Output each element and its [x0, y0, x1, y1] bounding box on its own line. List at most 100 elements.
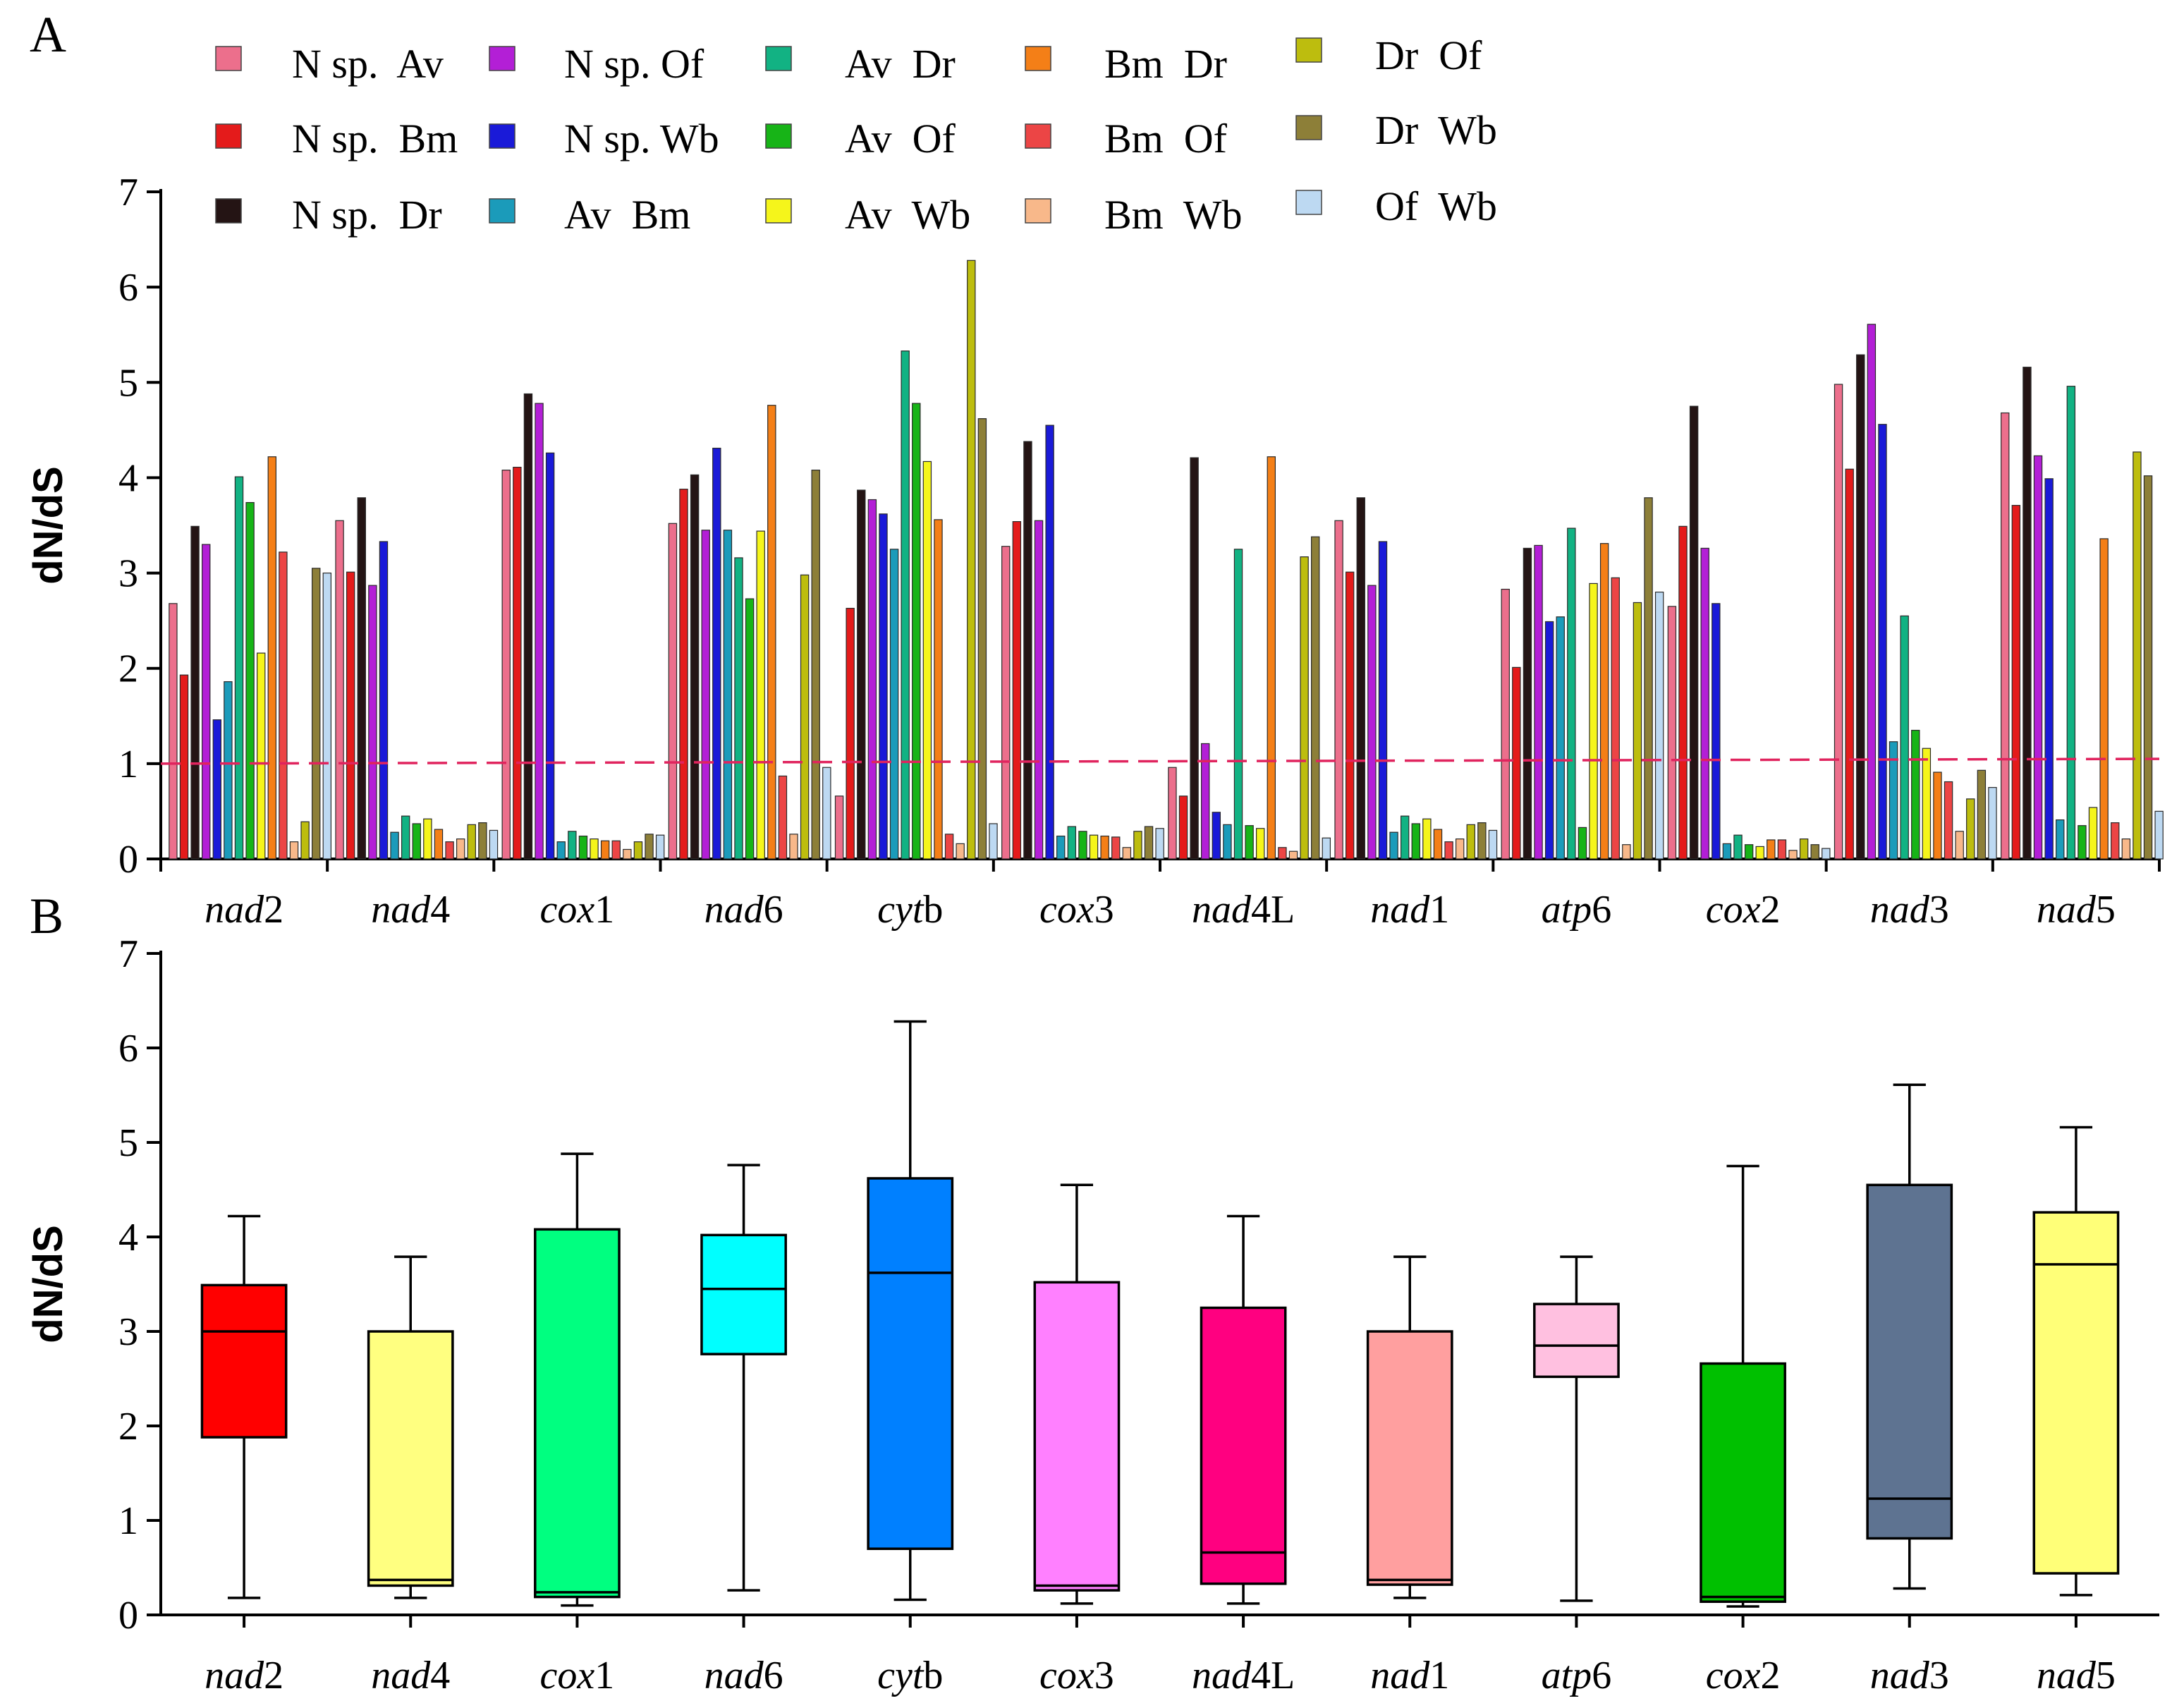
- bar-nad4-s1: [335, 520, 344, 860]
- legend-label-4: N sp. Of: [564, 41, 704, 87]
- bar-nad4-s11: [445, 841, 454, 860]
- bar-nad4-s3: [357, 497, 366, 860]
- bar-cytb-s1: [834, 795, 844, 860]
- bar-atp6-s15: [1654, 591, 1664, 860]
- bar-cox3-s9: [1089, 834, 1099, 860]
- panel-b-x-tick-label-nad1: nad1: [1370, 1654, 1449, 1697]
- legend-label-9: Av Wb: [845, 192, 970, 238]
- bar-nad2-s12: [289, 841, 299, 860]
- legend-label-6: Av Bm: [564, 192, 690, 238]
- bar-nad4-s6: [390, 831, 399, 860]
- bar-atp6-s14: [1644, 497, 1653, 860]
- bar-nad4L-s14: [1311, 536, 1320, 860]
- panel-b-x-tick-label-cox1: cox1: [540, 1654, 615, 1697]
- bar-nad1-s8: [1411, 823, 1420, 860]
- bar-nad4L-s4: [1201, 743, 1210, 860]
- bar-nad5-s1: [2001, 412, 2010, 860]
- legend-label-11: Bm Of: [1104, 116, 1228, 161]
- bar-nad3-s4: [1867, 324, 1877, 860]
- bar-cox2-s13: [1799, 838, 1809, 860]
- panel-b-x-tick-label-nad4L: nad4L: [1192, 1654, 1295, 1697]
- bar-nad5-s12: [2121, 838, 2131, 860]
- bar-cytb-s13: [967, 260, 976, 860]
- bar-nad6-s3: [690, 474, 700, 860]
- bar-nad4L-s15: [1322, 837, 1331, 860]
- bar-cox2-s7: [1733, 834, 1743, 860]
- legend-label-10: Bm Dr: [1104, 41, 1227, 87]
- bar-cox2-s8: [1744, 844, 1754, 860]
- bar-cox2-s14: [1810, 844, 1819, 860]
- panel-a-x-tick-label-nad3: nad3: [1870, 888, 1949, 932]
- bar-cox1-s9: [590, 838, 599, 860]
- bar-nad2-s5: [212, 719, 222, 860]
- bar-nad2-s14: [312, 568, 321, 860]
- bar-nad3-s11: [1944, 781, 1953, 860]
- bar-nad4L-s12: [1288, 850, 1298, 860]
- bar-cox3-s6: [1056, 835, 1066, 860]
- panel-b-y-tick-label: 5: [118, 1121, 138, 1165]
- bar-nad4-s14: [478, 822, 487, 860]
- bar-nad6-s9: [756, 530, 765, 860]
- panel-a-y-axis-title: dN/dS: [25, 466, 71, 585]
- panel-b-y-tick-label: 3: [118, 1310, 138, 1354]
- panel-a-x-tick-label-nad6: nad6: [704, 888, 783, 932]
- bar-nad5-s11: [2111, 822, 2120, 860]
- bar-cox2-s4: [1700, 547, 1709, 860]
- bar-nad3-s14: [1977, 769, 1987, 860]
- legend-marker-7: [765, 46, 792, 71]
- legend-marker-1: [215, 46, 242, 71]
- bar-nad5-s2: [2011, 505, 2021, 860]
- bar-nad3-s3: [1856, 354, 1865, 860]
- bar-nad5-s14: [2143, 475, 2153, 860]
- panel-a-x-tick-label-nad2: nad2: [205, 888, 283, 932]
- bar-cox1-s10: [600, 840, 610, 860]
- panel-b-y-tick-label: 1: [118, 1499, 138, 1543]
- bar-nad1-s7: [1400, 815, 1410, 860]
- bar-nad1-s10: [1433, 829, 1443, 860]
- reference-line-dn-ds-1: [160, 757, 2160, 765]
- bar-nad3-s9: [1922, 748, 1932, 860]
- bar-nad6-s15: [822, 767, 831, 860]
- bar-cytb-s10: [934, 519, 943, 860]
- legend-label-5: N sp. Wb: [564, 116, 719, 161]
- panel-a-x-tick-label-cytb: cytb: [877, 888, 943, 932]
- bar-nad3-s8: [1911, 729, 1920, 860]
- legend-marker-5: [489, 123, 515, 149]
- panel-a-y-tick-label: 5: [118, 361, 138, 405]
- bar-cox3-s3: [1023, 441, 1032, 860]
- panel-b-x-tick-label-cytb: cytb: [877, 1654, 943, 1697]
- panel-a-x-tick-label-cox1: cox1: [540, 888, 615, 932]
- iqr-box-atp6: [1533, 1303, 1620, 1379]
- panel-a-y-tick-label: 0: [118, 838, 138, 882]
- bar-cox3-s5: [1045, 425, 1054, 860]
- bar-cox2-s12: [1788, 850, 1798, 860]
- bar-nad4L-s1: [1168, 767, 1177, 860]
- legend-marker-14: [1295, 115, 1322, 140]
- bar-nad5-s7: [2066, 386, 2076, 860]
- bar-nad4L-s7: [1233, 549, 1243, 860]
- bar-nad4-s9: [423, 818, 432, 860]
- bar-nad4L-s8: [1245, 825, 1254, 860]
- bar-cox1-s12: [623, 848, 632, 860]
- box-cox3: [1033, 1183, 1121, 1605]
- iqr-box-nad1: [1366, 1330, 1453, 1586]
- bar-atp6-s10: [1599, 543, 1609, 860]
- bar-nad2-s4: [202, 544, 211, 860]
- bar-cox1-s11: [611, 840, 621, 860]
- bar-nad1-s9: [1422, 818, 1432, 860]
- panel-a-y-tick-label: 1: [118, 743, 138, 786]
- bar-nad4-s15: [489, 829, 499, 860]
- bar-nad6-s14: [811, 470, 820, 860]
- panel-a-x-tick-label-cox2: cox2: [1706, 888, 1781, 932]
- bar-cytb-s3: [857, 489, 866, 860]
- bar-cox2-s3: [1689, 405, 1699, 860]
- legend-marker-9: [765, 198, 792, 224]
- iqr-box-nad4: [367, 1330, 454, 1587]
- bar-nad5-s6: [2056, 819, 2065, 860]
- box-cox2: [1700, 1164, 1786, 1608]
- bar-nad6-s5: [712, 447, 721, 860]
- panel-b-y-axis-title: dN/dS: [25, 1225, 71, 1343]
- panel-a-x-tick-label-atp6: atp6: [1542, 888, 1612, 932]
- bar-cox1-s1: [501, 470, 511, 860]
- bar-nad3-s5: [1878, 424, 1887, 860]
